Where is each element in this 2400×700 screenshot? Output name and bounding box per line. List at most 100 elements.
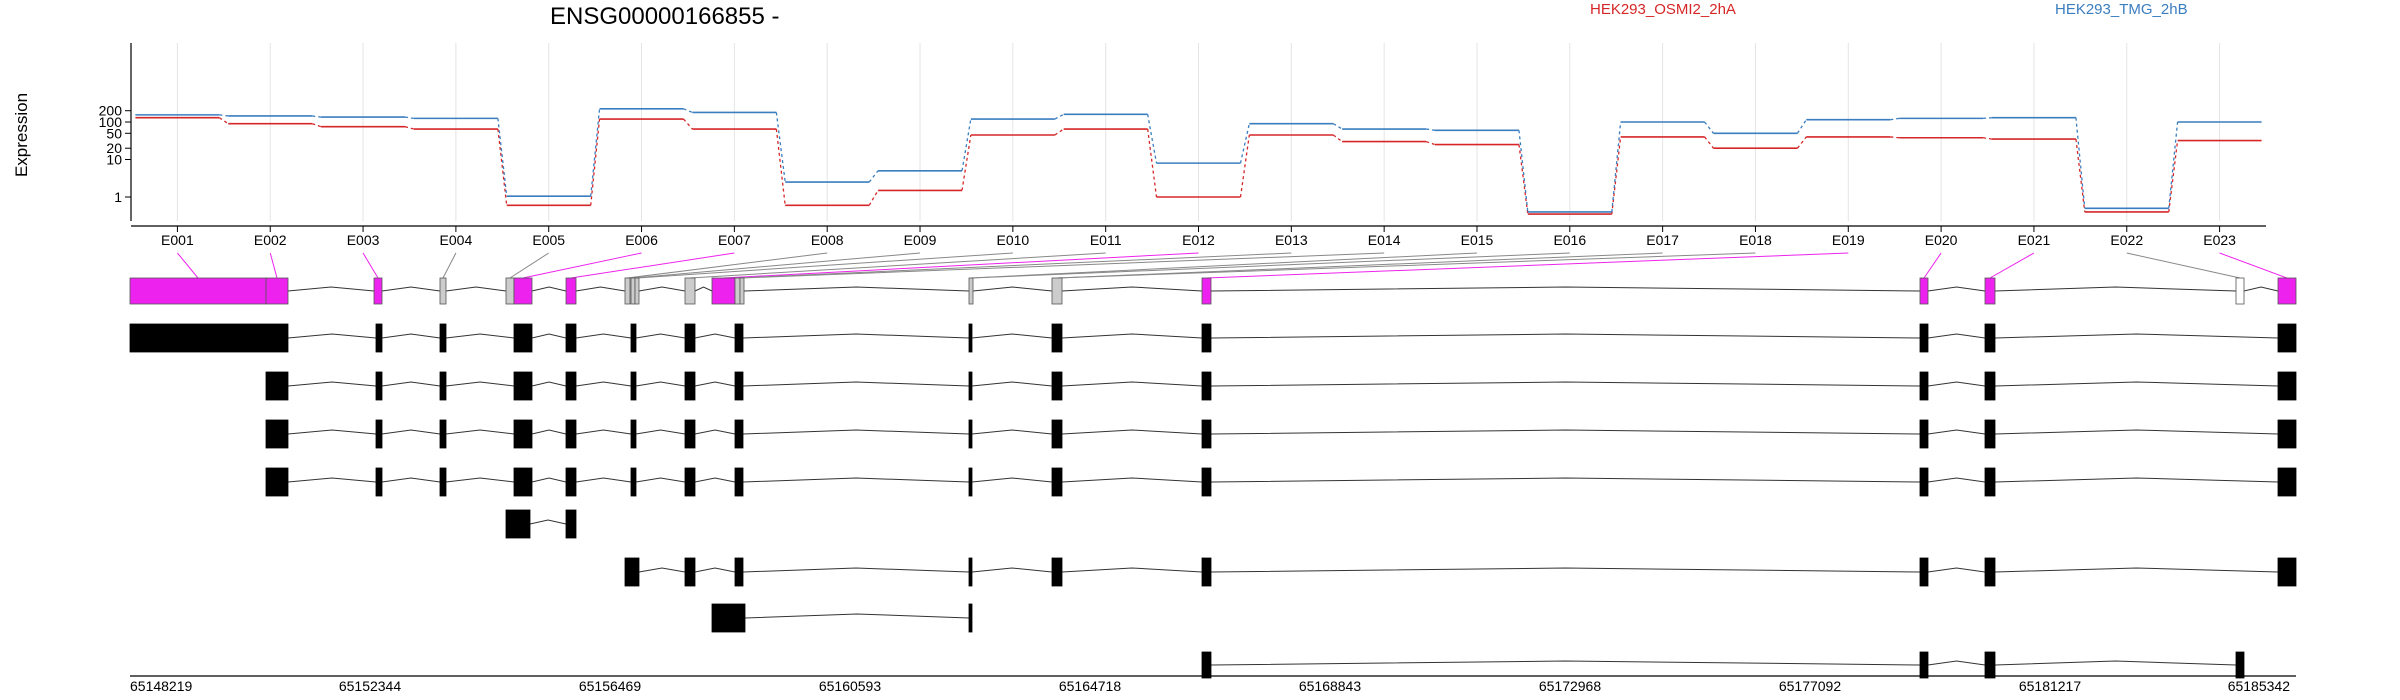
exon-block	[734, 419, 744, 449]
exon-connector-line	[2219, 252, 2288, 279]
intron-line	[531, 286, 567, 292]
exon-block	[684, 371, 696, 401]
intron-line	[638, 286, 686, 292]
intron-line	[381, 333, 441, 339]
x-tick-label: E002	[254, 232, 287, 248]
exon-block	[1919, 467, 1929, 497]
intron-line	[635, 333, 686, 339]
exon-block	[375, 371, 383, 401]
series-connector	[1796, 136, 1807, 149]
exon-block	[565, 509, 577, 539]
exon-block	[565, 371, 577, 401]
exon-connector-line	[1989, 252, 2035, 279]
intron-line	[1210, 381, 1921, 387]
series-lines	[135, 107, 2262, 215]
x-tick-label: E009	[904, 232, 937, 248]
exon-block	[1201, 467, 1212, 497]
exon-block	[968, 557, 973, 587]
intron-line	[1061, 429, 1203, 435]
series-connector	[1796, 119, 1807, 134]
intron-line	[971, 567, 1053, 573]
exon-connector-line	[362, 252, 379, 279]
intron-line	[575, 429, 632, 435]
intron-line	[531, 429, 567, 435]
x-tick-label: E013	[1275, 232, 1308, 248]
exon-connector-line	[1056, 252, 1663, 279]
exon-block	[513, 323, 533, 353]
exon-bin	[373, 277, 383, 305]
coordinate-label: 65164718	[1059, 678, 1122, 694]
intron-line	[575, 333, 632, 339]
series-connector	[219, 114, 229, 117]
series-2	[135, 107, 2262, 213]
exon-block	[565, 467, 577, 497]
intron-line	[1061, 381, 1203, 387]
intron-line	[694, 333, 736, 339]
exon-bin	[2277, 277, 2297, 305]
exon-connector-line	[627, 252, 828, 279]
intron-line	[287, 477, 377, 483]
intron-line	[1210, 660, 1921, 666]
exon-block	[1201, 557, 1212, 587]
exon-block	[1919, 651, 1929, 679]
exon-bin	[684, 277, 696, 305]
coordinate-label: 65181217	[2019, 678, 2082, 694]
exon-bin	[1919, 277, 1929, 305]
exon-connector-line	[2126, 252, 2241, 279]
series-connector	[1704, 136, 1714, 149]
series-1	[135, 116, 2262, 215]
series-connector	[683, 108, 693, 114]
coordinate-label: 65152344	[339, 678, 402, 694]
x-tick-label: E023	[2203, 232, 2236, 248]
transcript-track	[505, 509, 577, 539]
series-connector	[1611, 136, 1622, 215]
intron-line	[744, 613, 970, 619]
y-tick-label: 100	[99, 114, 123, 130]
exon-block	[2235, 651, 2245, 679]
y-tick-label: 200	[99, 103, 123, 119]
series-connector	[497, 118, 508, 197]
intron-line	[1994, 660, 2237, 666]
x-tick-label: E006	[625, 232, 658, 248]
coordinate-label: 65148219	[130, 678, 193, 694]
exon-connector-line	[741, 252, 1385, 279]
intron-line	[742, 567, 970, 573]
transcript-track	[129, 323, 2297, 353]
series-connector	[2075, 139, 2086, 213]
x-tick-label: E015	[1461, 232, 1494, 248]
exon-block	[1201, 419, 1212, 449]
intron-line	[1927, 567, 1986, 573]
exon-block	[1051, 323, 1063, 353]
exon-bin	[265, 277, 289, 305]
exon-block	[1051, 467, 1063, 497]
intron-line	[1061, 477, 1203, 483]
coordinate-label: 65172968	[1539, 678, 1602, 694]
exon-block	[630, 419, 637, 449]
genomic-coordinate-axis: 65148219 65152344 65156469 65160593 65164718…	[130, 675, 2296, 694]
transcript-track	[624, 557, 2297, 587]
exon-block	[968, 419, 973, 449]
exon-block	[439, 371, 447, 401]
intron-line	[529, 519, 567, 525]
series-connector	[1890, 136, 1900, 139]
exon-bin	[1051, 277, 1063, 305]
exon-block	[630, 467, 637, 497]
exon-block	[630, 323, 637, 353]
intron-line	[635, 381, 686, 387]
intron-line	[971, 477, 1053, 483]
exon-block	[565, 323, 577, 353]
exon-block	[513, 371, 533, 401]
exon-block	[439, 467, 447, 497]
x-tick-label: E007	[718, 232, 751, 248]
intron-line	[694, 381, 736, 387]
intron-line	[743, 286, 970, 292]
coordinate-label: 65185342	[2228, 678, 2291, 694]
exon-connector-line	[509, 252, 549, 279]
exon-block	[2277, 371, 2297, 401]
transcript-track	[265, 419, 2297, 449]
intron-line	[1061, 333, 1203, 339]
x-tick-label: E008	[811, 232, 844, 248]
intron-line	[1210, 333, 1921, 339]
exon-bin	[565, 277, 577, 305]
x-tick-label: E004	[440, 232, 473, 248]
